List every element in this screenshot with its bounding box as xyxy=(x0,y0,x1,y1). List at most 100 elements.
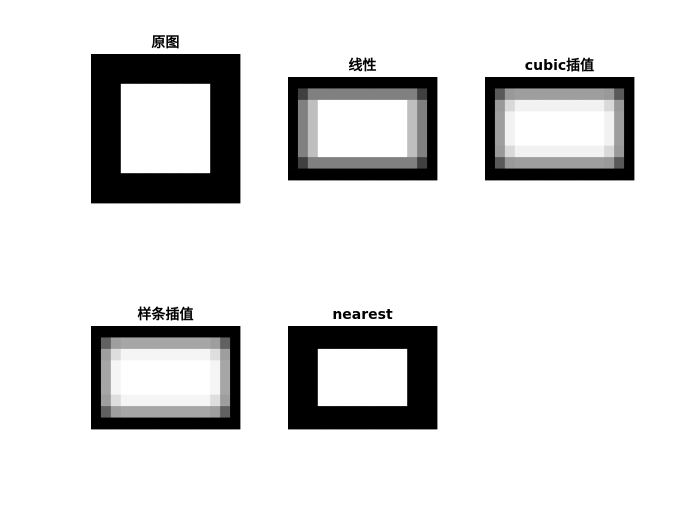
pixel-cell xyxy=(397,394,408,407)
pixel-cell xyxy=(120,371,132,384)
pixel-cell xyxy=(594,134,605,147)
pixel-cell xyxy=(140,337,151,350)
pixel-cell xyxy=(337,394,348,407)
pixel-cell xyxy=(220,371,231,384)
pixel-cell xyxy=(514,145,526,158)
pixel-cell xyxy=(564,88,575,101)
pixel-cell xyxy=(307,122,319,135)
pixel-cell xyxy=(594,88,605,101)
pixel-cell xyxy=(574,157,585,169)
pixel-cell xyxy=(347,394,358,407)
pixel-cell xyxy=(195,143,211,159)
pixel-cell xyxy=(120,417,132,430)
pixel-cell xyxy=(120,158,137,174)
pixel-cell xyxy=(160,360,171,373)
pixel-cell xyxy=(417,145,428,158)
pixel-cell xyxy=(120,348,132,361)
pixel-cell xyxy=(485,77,496,89)
pixel-cell xyxy=(165,98,181,114)
pixel-cell xyxy=(230,371,241,384)
pixel-cell xyxy=(504,122,516,135)
pixel-cell xyxy=(544,111,555,124)
pixel-cell xyxy=(367,326,378,338)
pixel-cell xyxy=(377,337,388,350)
pixel-cell xyxy=(524,145,536,158)
pixel-cell xyxy=(544,168,555,181)
pixel-cell xyxy=(614,157,625,169)
pixel-cell xyxy=(288,145,299,158)
pixel-cell xyxy=(288,348,299,361)
pixel-cell xyxy=(357,383,368,396)
pixel-cell xyxy=(327,337,339,350)
pixel-cell xyxy=(190,394,201,407)
pixel-cell xyxy=(427,394,438,407)
pixel-cell xyxy=(210,143,226,159)
panel-linear: 线性 xyxy=(288,57,438,181)
pixel-cell xyxy=(317,134,329,147)
pixel-cell xyxy=(225,188,241,204)
pixel-cell xyxy=(150,128,166,144)
pixel-cell xyxy=(150,417,161,430)
pixel-cell xyxy=(135,83,151,100)
pixel-cell xyxy=(180,143,196,159)
pixel-cell xyxy=(150,83,166,100)
pixel-cell xyxy=(544,157,555,169)
pixel-cell xyxy=(387,326,398,338)
pixel-cell xyxy=(297,111,309,124)
pixel-cell xyxy=(524,88,536,101)
pixel-cell xyxy=(317,383,329,396)
pixel-cell xyxy=(417,99,428,112)
pixel-cell xyxy=(91,68,107,85)
pixel-cell xyxy=(327,326,339,338)
pixel-cell xyxy=(417,348,428,361)
pixel-cell xyxy=(407,145,418,158)
pixel-cell xyxy=(594,157,605,169)
pixel-cell xyxy=(397,122,408,135)
pixel-cell xyxy=(327,417,339,430)
pixel-cell xyxy=(347,77,358,89)
pixel-cell xyxy=(297,168,309,181)
pixel-cell xyxy=(297,417,309,430)
pixel-cell xyxy=(427,122,438,135)
pixel-cell xyxy=(387,360,398,373)
pixel-cell xyxy=(225,54,241,70)
pixel-cell xyxy=(624,99,635,112)
pixel-cell xyxy=(377,326,388,338)
pixel-cell xyxy=(180,371,191,384)
pixel-cell xyxy=(604,145,615,158)
pixel-cell xyxy=(150,348,161,361)
pixel-cell xyxy=(200,394,211,407)
pixel-cell xyxy=(135,173,151,189)
pixel-cell xyxy=(140,383,151,396)
pixel-cell xyxy=(397,337,408,350)
pixel-cell xyxy=(288,337,299,350)
pixel-cell xyxy=(225,83,241,100)
pixel-cell xyxy=(91,383,102,396)
pixel-cell xyxy=(534,88,545,101)
pixel-cell xyxy=(485,134,496,147)
pixel-cell xyxy=(397,88,408,101)
pixel-cell xyxy=(150,158,166,174)
pixel-cell xyxy=(485,145,496,158)
pixel-cell xyxy=(317,157,329,169)
pixel-cell xyxy=(624,122,635,135)
pixel-cell xyxy=(407,417,418,430)
pixel-cell xyxy=(387,417,398,430)
pixel-cell xyxy=(307,394,319,407)
pixel-cell xyxy=(195,158,211,174)
pixel-cell xyxy=(574,134,585,147)
pixel-cell xyxy=(514,122,526,135)
pixel-cell xyxy=(397,111,408,124)
pixel-cell xyxy=(367,360,378,373)
pixel-cell xyxy=(307,371,319,384)
pixel-cell xyxy=(514,77,526,89)
pixel-cell xyxy=(564,99,575,112)
pixel-cell xyxy=(195,188,211,204)
pixel-cell xyxy=(534,122,545,135)
pixel-cell xyxy=(288,168,299,181)
pixel-cell xyxy=(584,88,595,101)
pixel-cell xyxy=(357,168,368,181)
pixel-cell xyxy=(220,337,231,350)
pixel-cell xyxy=(407,88,418,101)
